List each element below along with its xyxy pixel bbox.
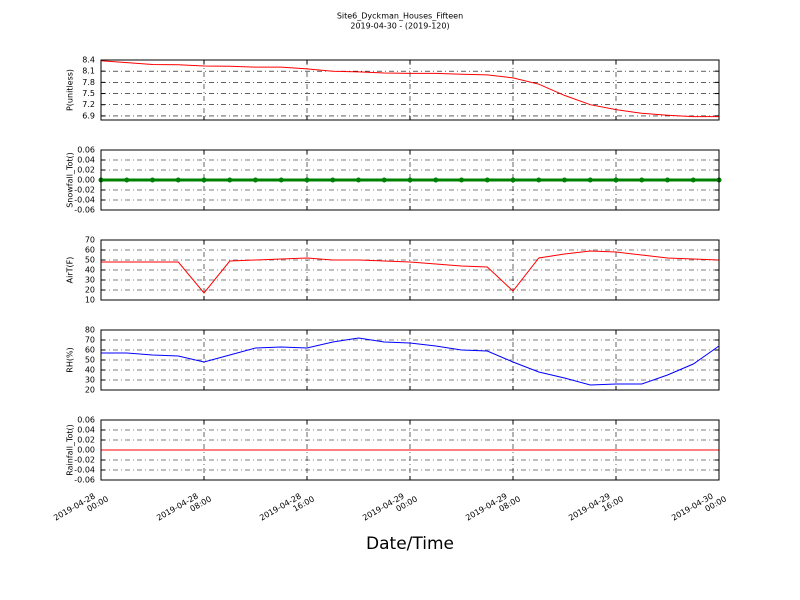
data-point — [304, 177, 310, 183]
x-tick-label: 2019-04-30 00:00 — [670, 486, 728, 530]
chart-subtitle: 2019-04-30 - (2019-120) — [350, 22, 449, 31]
plot-frame — [100, 149, 720, 211]
y-tick-label: 50 — [85, 356, 95, 365]
y-tick-label: 7.2 — [82, 100, 95, 109]
data-point — [639, 177, 645, 183]
plot-frame — [100, 329, 720, 391]
data-point — [433, 177, 439, 183]
data-point — [484, 177, 490, 183]
y-tick-label: 7.5 — [82, 89, 95, 98]
y-tick-label: 40 — [85, 266, 95, 275]
x-tick-label: 2019-04-29 00:00 — [361, 486, 419, 530]
y-tick-label: -0.02 — [74, 456, 95, 465]
y-tick-label: 8.4 — [82, 56, 95, 65]
y-tick-label: -0.02 — [74, 186, 95, 195]
data-point — [356, 177, 361, 183]
plot-frame — [100, 419, 720, 481]
y-tick-label: 30 — [85, 376, 95, 385]
data-point — [562, 177, 567, 183]
data-line — [101, 337, 720, 386]
y-tick-label: 30 — [85, 276, 95, 285]
y-axis-label: Rainfall_Tot() — [66, 424, 75, 476]
x-tick-label: 2019-04-28 08:00 — [155, 486, 213, 530]
plot-frame — [100, 59, 720, 121]
y-tick-label: -0.06 — [74, 206, 95, 215]
data-point — [278, 177, 284, 183]
x-tick-label: 2019-04-28 16:00 — [258, 486, 316, 530]
y-tick-label: 20 — [85, 286, 95, 295]
y-axis-label: Snowfall_Tot() — [66, 152, 75, 208]
data-point — [201, 177, 207, 183]
data-point — [665, 177, 670, 183]
y-tick-label: -0.06 — [74, 476, 95, 485]
data-line — [100, 60, 719, 118]
data-point — [150, 177, 155, 183]
data-point — [175, 177, 181, 183]
y-tick-label: 40 — [85, 366, 95, 375]
y-axis-label: AirT(F) — [66, 257, 75, 284]
data-point — [381, 177, 387, 183]
data-point — [407, 177, 413, 183]
plot-frame — [100, 239, 720, 301]
y-tick-label: 60 — [85, 346, 95, 355]
data-point — [253, 177, 258, 183]
x-axis-label: Date/Time — [366, 534, 454, 554]
y-tick-label: 60 — [85, 246, 95, 255]
chart-title: Site6_Dyckman_Houses_Fifteen — [337, 12, 463, 21]
y-tick-label: 0.06 — [77, 146, 95, 155]
y-tick-label: 0.00 — [77, 446, 95, 455]
data-point — [587, 177, 593, 183]
x-tick-label: 2019-04-28 00:00 — [52, 486, 110, 530]
x-tick-label: 2019-04-29 08:00 — [464, 486, 522, 530]
y-tick-label: 0.04 — [77, 156, 95, 165]
y-tick-label: 0.04 — [77, 426, 95, 435]
y-tick-label: 70 — [85, 236, 95, 245]
data-point — [330, 177, 336, 183]
data-point — [690, 177, 696, 183]
y-tick-label: 0.02 — [77, 436, 95, 445]
y-tick-label: 6.9 — [82, 111, 95, 120]
y-tick-label: -0.04 — [74, 196, 95, 205]
y-tick-label: 20 — [85, 386, 95, 395]
data-point — [227, 177, 233, 183]
y-tick-label: 7.8 — [82, 78, 95, 87]
y-tick-label: 50 — [85, 256, 95, 265]
y-tick-label: 0.02 — [77, 166, 95, 175]
y-tick-label: 70 — [85, 336, 95, 345]
y-tick-label: 0.06 — [77, 416, 95, 425]
data-point — [459, 177, 464, 183]
data-point — [124, 177, 130, 183]
y-tick-label: 0.00 — [77, 176, 95, 185]
data-point — [510, 177, 516, 183]
y-tick-label: 80 — [85, 326, 95, 335]
y-axis-label: RH(%) — [66, 347, 75, 372]
y-tick-label: 8.1 — [82, 67, 95, 76]
data-point — [536, 177, 542, 183]
data-point — [613, 177, 619, 183]
y-axis-label: P(unitless) — [66, 69, 75, 111]
y-tick-label: 10 — [85, 296, 95, 305]
y-tick-label: -0.04 — [74, 466, 95, 475]
data-line — [101, 250, 720, 294]
x-tick-label: 2019-04-29 16:00 — [567, 486, 625, 530]
